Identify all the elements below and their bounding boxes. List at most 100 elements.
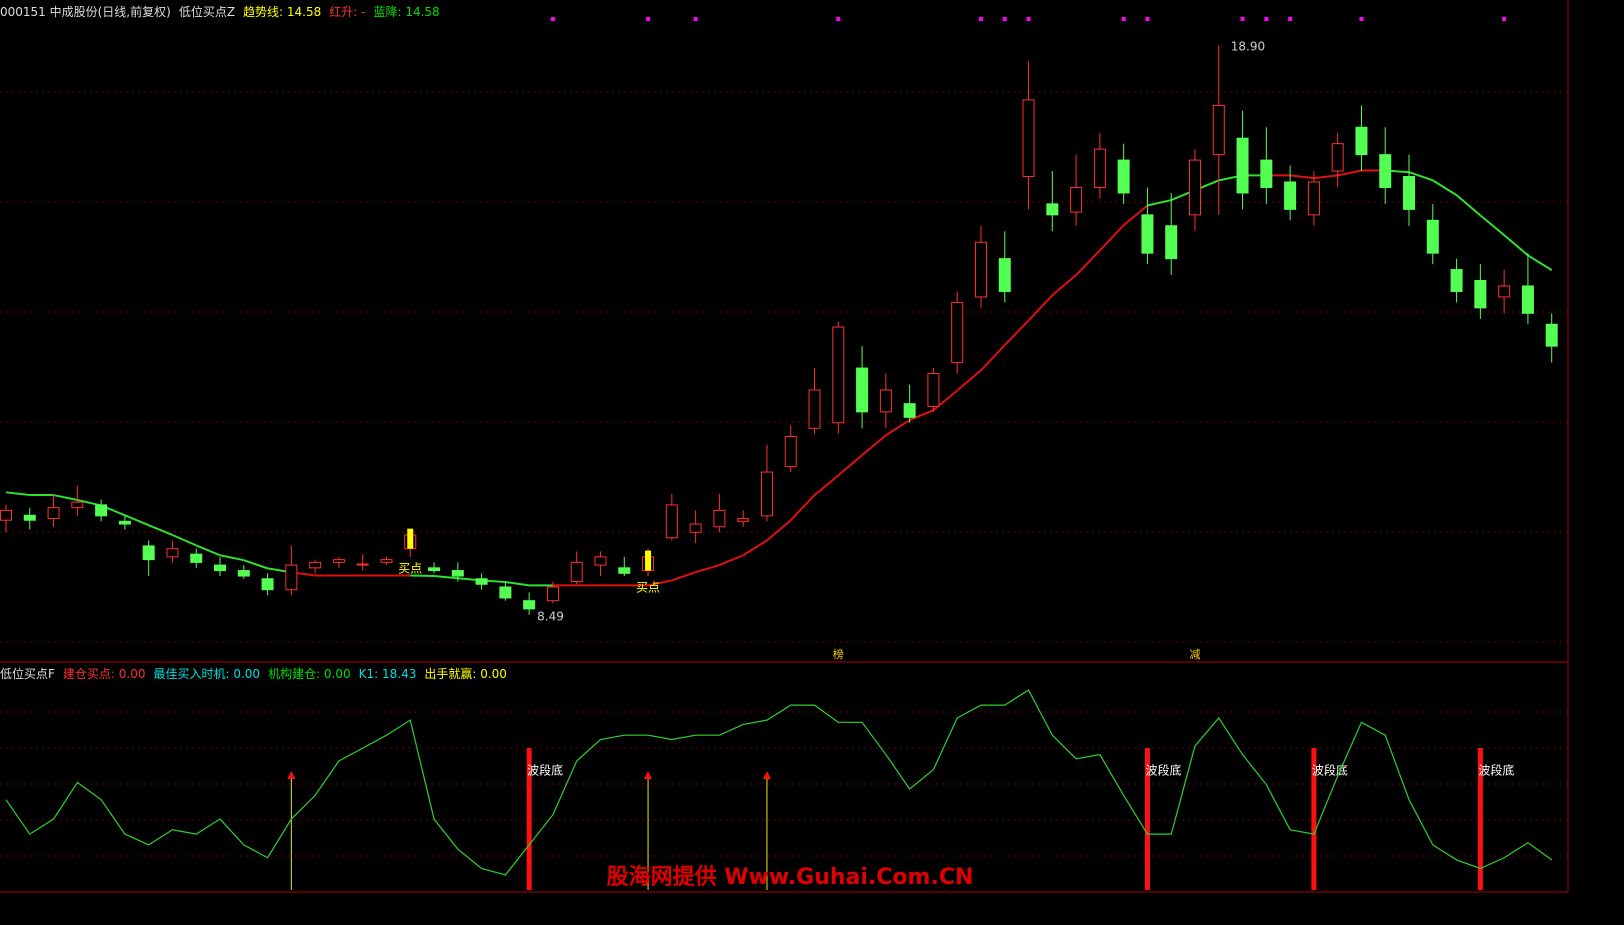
candle-body <box>309 561 322 569</box>
signal-label: 波段底 <box>527 763 563 778</box>
candle-body <box>998 258 1011 292</box>
signal-dot <box>1288 17 1293 21</box>
signal-dot <box>646 17 651 21</box>
candle-body <box>285 564 298 591</box>
signal-dot <box>1145 17 1150 21</box>
arrow-head <box>762 771 771 779</box>
header-item: 趋势线: 14.58 <box>243 5 322 19</box>
candle-body <box>95 504 108 517</box>
candle-body <box>832 326 845 424</box>
header-item: 建仓买点: 0.00 <box>62 667 146 681</box>
trend-line <box>124 514 150 527</box>
trend-line <box>1027 294 1054 322</box>
trend-line <box>861 434 887 456</box>
candle-body <box>1189 159 1201 216</box>
buy-bar <box>645 550 652 571</box>
signal-dot <box>1002 17 1007 21</box>
signal-dot <box>1264 17 1269 21</box>
header-item: 红升: - <box>329 5 366 19</box>
candle-body <box>190 553 203 563</box>
signal-dot <box>1121 17 1126 21</box>
candle-body <box>499 586 512 599</box>
trend-line <box>1099 224 1125 252</box>
signal-dot <box>1240 17 1245 21</box>
tag: 榜 <box>833 647 844 661</box>
header-item: 出手就赢: 0.00 <box>424 667 507 681</box>
header-item: K1: 18.43 <box>358 667 417 681</box>
candle-body <box>737 518 750 522</box>
main-header: 000151 中成股份(日线,前复权) 低位买点Z 趋势线: 14.58 红升: - 蓝… <box>0 3 456 20</box>
trend-line <box>1337 169 1362 177</box>
signal-dot <box>550 17 555 21</box>
candle-body <box>1165 225 1178 260</box>
candle-body <box>428 567 441 572</box>
candle-body <box>1117 159 1130 194</box>
candle-body <box>808 389 821 429</box>
candle-body <box>951 301 964 364</box>
trend-line <box>1051 274 1077 297</box>
header-item: 蓝降: 14.58 <box>373 5 440 19</box>
candle-body <box>237 570 250 577</box>
candle-body <box>974 241 987 298</box>
trend-line <box>410 574 435 578</box>
header-items: 趋势线: 14.58 红升: - 蓝降: 14.58 <box>243 5 448 19</box>
candle-body <box>1474 280 1487 309</box>
trend-line <box>1479 214 1505 236</box>
candle-body <box>1141 214 1154 254</box>
candle-body <box>903 403 916 418</box>
signal-bar <box>1311 748 1317 890</box>
candle-body <box>856 367 869 413</box>
signal-bar <box>1477 748 1483 890</box>
trend-line <box>1408 171 1434 182</box>
trend-line <box>1147 199 1172 207</box>
candle-body <box>332 559 345 563</box>
signal-dot <box>1026 17 1031 21</box>
candle-body <box>879 389 892 413</box>
candle-body <box>665 504 678 539</box>
trend-line <box>1313 174 1338 180</box>
trend-line <box>53 494 78 501</box>
arrow-head <box>287 771 296 779</box>
candle-body <box>1450 269 1463 292</box>
oscillator-line <box>5 689 1553 876</box>
high-label: 18.90 <box>1231 40 1265 54</box>
trend-line <box>956 369 982 392</box>
candle-body <box>451 570 464 577</box>
trend-line <box>1004 319 1030 346</box>
trend-line <box>148 524 173 536</box>
trend-line <box>671 571 696 582</box>
signal-dot <box>978 17 983 21</box>
candle-body <box>760 471 773 517</box>
candle-body <box>1212 104 1225 156</box>
candle-body <box>214 564 227 572</box>
candle-body <box>1403 176 1416 210</box>
trend-line <box>172 534 197 547</box>
candle-body <box>1093 148 1106 188</box>
signal-label: 波段底 <box>1145 763 1181 778</box>
candle-body <box>1070 186 1083 213</box>
trend-line <box>1503 234 1529 257</box>
candle-body <box>1236 137 1249 194</box>
candle-body <box>546 586 559 602</box>
watermark: 股海网提供 Www.Guhai.Com.CN <box>607 864 974 890</box>
trend-line <box>1455 194 1482 217</box>
signal-bar <box>526 748 532 890</box>
trend-line <box>837 454 863 477</box>
candle-body <box>594 556 607 566</box>
header-item: 机构建仓: 0.00 <box>268 667 351 681</box>
trend-line <box>433 575 458 580</box>
trend-line <box>243 559 268 570</box>
candle-body <box>1521 285 1534 314</box>
candle-body <box>1498 285 1511 298</box>
candle-body <box>1331 143 1344 172</box>
trend-line <box>195 544 221 557</box>
candle-body <box>1046 203 1059 216</box>
signal-dot <box>1359 17 1364 21</box>
trend-line <box>695 564 720 574</box>
trend-line <box>1527 254 1553 271</box>
arrow-head <box>644 771 653 779</box>
candle-body <box>689 523 702 533</box>
signal-dot <box>693 17 698 21</box>
candle-body <box>1284 181 1297 210</box>
candle-body <box>1379 154 1392 188</box>
